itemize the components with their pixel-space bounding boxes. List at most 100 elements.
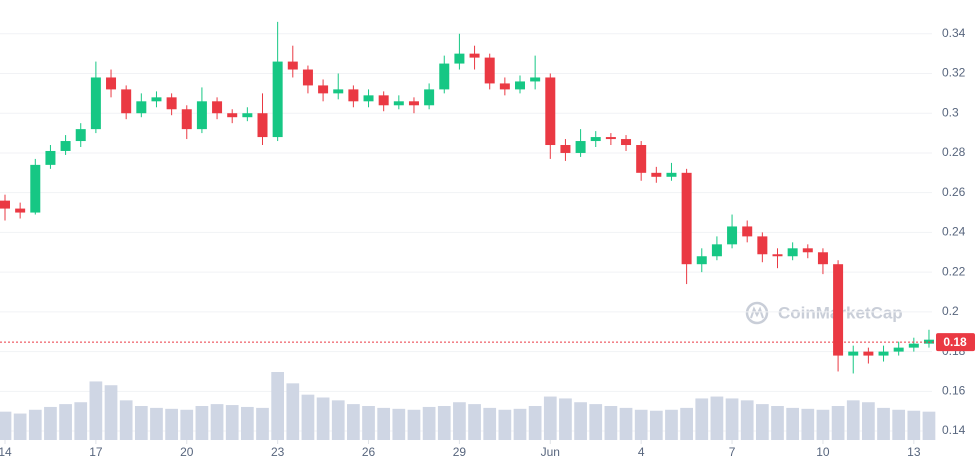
volume-bar <box>286 383 300 440</box>
candle-body <box>60 141 71 151</box>
candle-body <box>848 351 859 356</box>
candle-body <box>590 137 601 142</box>
candle-body <box>757 236 768 255</box>
volume-bar <box>862 402 875 440</box>
candle-body <box>75 129 86 142</box>
volume-bar <box>165 408 178 440</box>
volume-bar <box>468 404 481 440</box>
volume-bar <box>89 381 103 440</box>
volume-bar <box>407 409 421 440</box>
candle-body <box>393 101 404 106</box>
candle-body <box>408 101 419 106</box>
volume-bar <box>892 409 906 440</box>
candle-body <box>333 89 344 94</box>
candle-body <box>363 95 374 102</box>
y-tick-label: 0.24 <box>942 225 966 239</box>
volume-bar <box>119 400 133 440</box>
x-tick-label: 7 <box>729 445 736 459</box>
volume-bar <box>680 407 693 440</box>
y-tick-label: 0.22 <box>942 264 966 278</box>
volume-bar <box>816 409 830 440</box>
volume-bar <box>831 406 845 440</box>
x-tick-label: 20 <box>180 445 194 459</box>
x-tick-label: 10 <box>816 445 830 459</box>
volume-bar <box>150 407 163 440</box>
candle-body <box>181 109 192 130</box>
candle-body <box>121 89 132 114</box>
candle-body <box>454 53 465 64</box>
x-tick-label: 29 <box>453 445 467 459</box>
candle-body <box>817 252 828 265</box>
volume-bar <box>28 409 42 440</box>
volume-bar <box>104 385 118 440</box>
volume-bar <box>44 406 57 440</box>
volume-bar <box>422 406 436 440</box>
volume-bar <box>362 406 375 440</box>
volume-bar <box>649 410 663 440</box>
volume-bar <box>543 396 557 440</box>
candle-body <box>575 141 586 153</box>
candle-body <box>348 89 359 102</box>
candle-body <box>257 113 268 138</box>
candle-body <box>651 172 662 177</box>
volume-bar <box>195 406 209 440</box>
candle-body <box>227 113 238 118</box>
x-tick-label: 26 <box>362 445 376 459</box>
volume-bar <box>331 400 345 440</box>
volume-bar <box>74 402 88 440</box>
y-tick-label: 0.3 <box>942 105 959 119</box>
candle-body <box>772 254 783 257</box>
current-price-tag <box>936 333 975 352</box>
x-tick-label: 23 <box>271 445 285 459</box>
candle-body <box>439 63 450 90</box>
volume-bar <box>134 406 148 440</box>
candle-body <box>136 101 147 114</box>
candle-body <box>302 69 313 86</box>
volume-bar <box>619 407 633 440</box>
volume-bar <box>740 400 754 440</box>
candle-body <box>90 77 101 130</box>
candle-body <box>499 83 510 90</box>
volume-bar <box>771 406 784 440</box>
volume-bar <box>59 404 72 440</box>
volume-bar <box>513 408 527 440</box>
candle-body <box>0 200 10 209</box>
candle-body <box>833 264 844 356</box>
volume-bar <box>801 408 815 440</box>
candle-body <box>287 61 298 70</box>
candle-body <box>151 97 162 102</box>
candle-body <box>605 137 616 140</box>
volume-bar <box>210 404 224 440</box>
candle-body <box>621 139 632 146</box>
volume-bar <box>316 397 330 440</box>
x-tick-label: Jun <box>541 445 560 459</box>
volume-bar <box>710 396 724 440</box>
volume-bar <box>574 402 587 440</box>
volume-bar <box>225 405 239 440</box>
volume-bar <box>498 409 512 440</box>
volume-bar <box>877 407 890 440</box>
volume-bar <box>559 398 572 440</box>
y-tick-label: 0.2 <box>942 304 959 318</box>
volume-bar <box>180 409 194 440</box>
x-tick-label: 14 <box>0 445 12 459</box>
candle-body <box>318 85 329 94</box>
candle-body <box>484 57 495 84</box>
volume-bar <box>453 402 466 440</box>
volume-bar <box>604 406 618 440</box>
volume-bar <box>922 411 936 440</box>
volume-bar <box>528 406 542 440</box>
candle-body <box>863 351 874 356</box>
volume-bar <box>755 404 769 440</box>
x-tick-label: 17 <box>89 445 103 459</box>
volume-bar <box>0 411 12 440</box>
candle-body <box>515 81 525 90</box>
volume-bar <box>786 407 800 440</box>
current-price-label: 0.18 <box>943 335 967 349</box>
volume-bar <box>271 372 285 440</box>
candle-body <box>727 226 738 245</box>
candle-body <box>560 145 571 153</box>
volume-bar <box>634 409 648 440</box>
